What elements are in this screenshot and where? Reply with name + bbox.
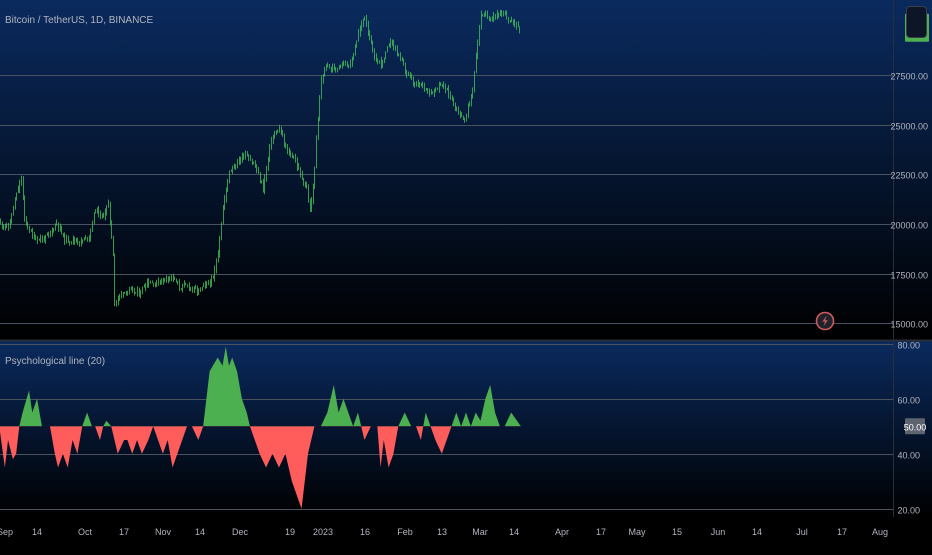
time-tick-label: 16 <box>360 527 370 537</box>
time-tick-label: 17 <box>596 527 606 537</box>
price-tick-label: 25000.00 <box>890 122 928 132</box>
time-tick-label: 14 <box>32 527 42 537</box>
time-tick-label: 17 <box>119 527 129 537</box>
chart-settings-button[interactable] <box>906 6 927 38</box>
time-tick-label: Oct <box>78 527 93 537</box>
time-tick-label: Sep <box>0 527 13 537</box>
indicator-last-value: 50.00 <box>904 422 927 432</box>
time-tick-label: Nov <box>155 527 172 537</box>
time-tick-label: Jul <box>796 527 808 537</box>
time-axis[interactable]: Sep 14 Oct 17 Nov 14 Dec 19 2023 16 Feb 13 Mar 14 Apr 1… <box>0 527 888 537</box>
indicator-tick-label: 60.00 <box>897 396 920 406</box>
time-tick-label: Mar <box>472 527 488 537</box>
indicator-title[interactable]: Psychological line (20) <box>5 356 106 367</box>
indicator-grid <box>0 344 893 510</box>
time-tick-label: Aug <box>872 527 888 537</box>
symbol-title[interactable]: Bitcoin / TetherUS, 1D, BINANCE <box>5 15 154 26</box>
indicator-tick-label: 80.00 <box>897 341 920 351</box>
time-tick-label: 19 <box>285 527 295 537</box>
indicator-tick-label: 20.00 <box>897 506 920 516</box>
indicator-tick-label: 40.00 <box>897 451 920 461</box>
indicator-axis[interactable]: 20.00 40.00 60.00 80.00 50.00 <box>897 341 926 516</box>
time-tick-label: 13 <box>437 527 447 537</box>
indicator-last-badge <box>905 418 925 435</box>
time-tick-label: 2023 <box>313 527 333 537</box>
price-tick-label: 15000.00 <box>890 320 928 330</box>
price-series <box>0 9 520 307</box>
price-tick-label: 22500.00 <box>890 171 928 181</box>
psy-area-below <box>0 426 521 509</box>
time-tick-label: Feb <box>397 527 413 537</box>
time-tick-label: Jun <box>711 527 726 537</box>
psy-line-series <box>0 346 521 509</box>
price-grid <box>0 75 893 324</box>
time-tick-label: May <box>628 527 646 537</box>
price-tick-label: 20000.00 <box>890 221 928 231</box>
time-tick-label: Dec <box>232 527 249 537</box>
time-tick-label: 14 <box>509 527 519 537</box>
time-tick-label: 15 <box>672 527 682 537</box>
time-tick-label: 14 <box>752 527 762 537</box>
time-tick-label: 14 <box>195 527 205 537</box>
time-tick-label: Apr <box>555 527 569 537</box>
tradingview-bolt-icon[interactable] <box>815 311 835 331</box>
price-tick-label: 27500.00 <box>890 72 928 82</box>
time-tick-label: 17 <box>837 527 847 537</box>
price-tick-label: 17500.00 <box>890 271 928 281</box>
